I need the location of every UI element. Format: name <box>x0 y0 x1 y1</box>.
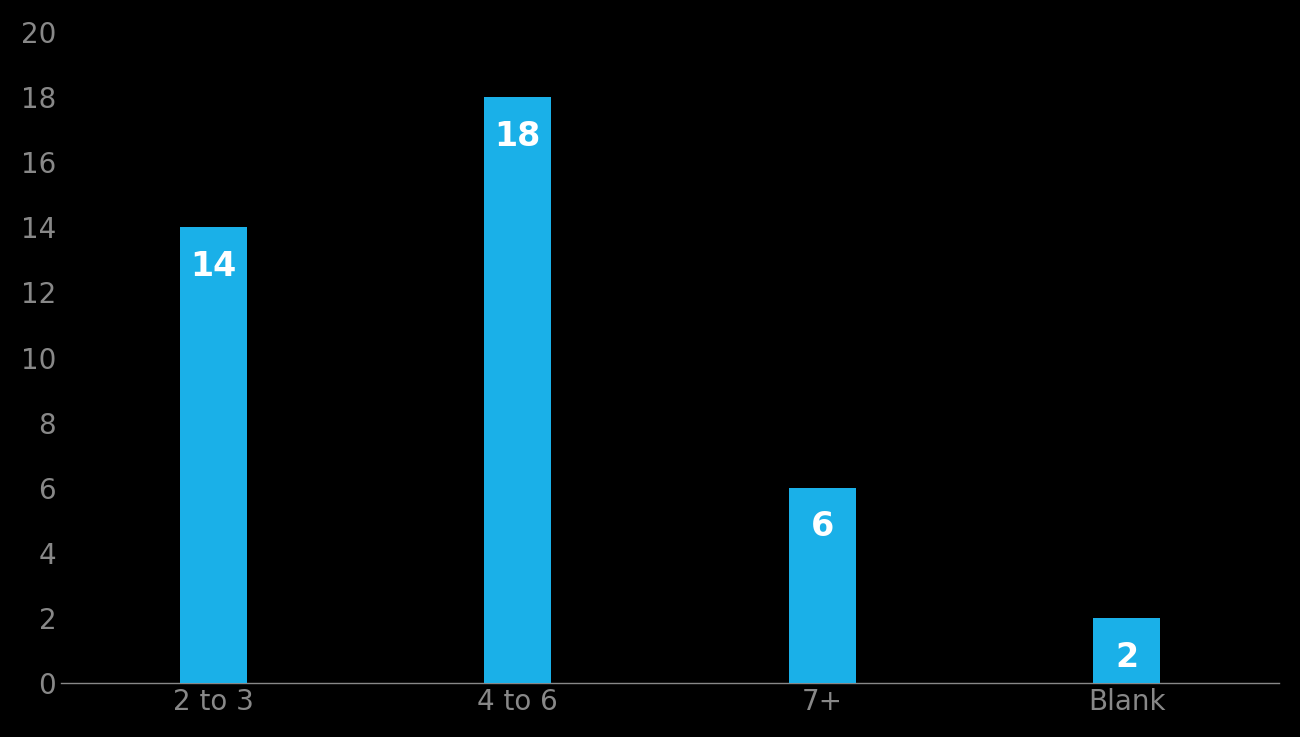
Text: 18: 18 <box>495 119 541 153</box>
Text: 2: 2 <box>1115 640 1139 674</box>
Bar <box>1093 618 1161 683</box>
Text: 6: 6 <box>811 511 835 543</box>
Bar <box>179 227 247 683</box>
Text: 14: 14 <box>190 250 237 283</box>
Bar <box>789 488 855 683</box>
Bar <box>485 97 551 683</box>
